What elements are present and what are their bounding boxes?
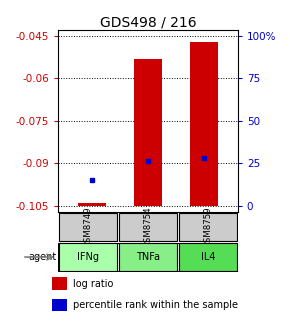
Text: GSM8759: GSM8759 (203, 206, 212, 248)
Bar (52, 278, 67, 290)
Bar (190, 42, 218, 206)
Text: IFNg: IFNg (77, 252, 99, 262)
Text: TNFa: TNFa (136, 252, 160, 262)
Bar (59, 243, 117, 271)
Bar (78, 203, 106, 206)
Title: GDS498 / 216: GDS498 / 216 (99, 15, 196, 29)
Bar (59, 213, 117, 241)
Text: IL4: IL4 (201, 252, 215, 262)
Text: agent: agent (28, 252, 56, 262)
Text: log ratio: log ratio (73, 279, 113, 289)
Text: GSM8754: GSM8754 (143, 206, 153, 248)
Bar (134, 58, 162, 206)
Bar (119, 213, 177, 241)
Text: percentile rank within the sample: percentile rank within the sample (73, 300, 238, 310)
Bar (52, 299, 67, 311)
Bar (119, 243, 177, 271)
Bar (179, 243, 237, 271)
Bar (179, 213, 237, 241)
Text: GSM8749: GSM8749 (84, 206, 93, 248)
